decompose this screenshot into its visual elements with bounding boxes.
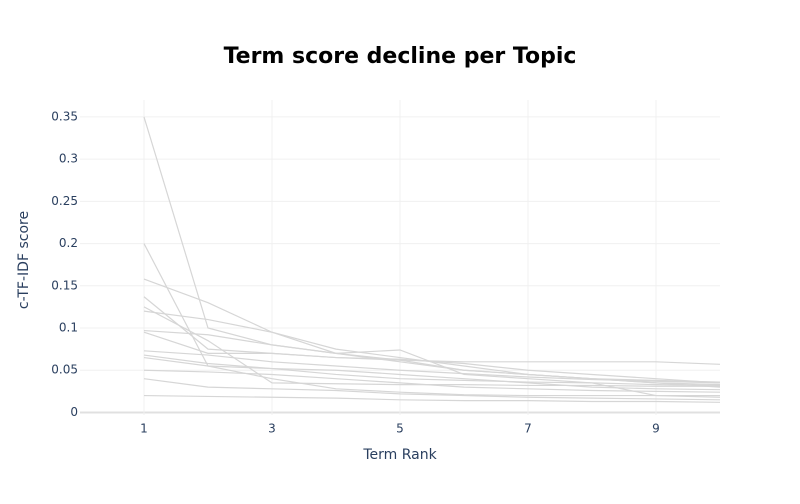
x-tick-label: 1: [140, 422, 148, 436]
y-tick-label: 0.2: [59, 236, 78, 250]
y-tick-label: 0.1: [59, 321, 78, 335]
y-tick-label: 0.15: [51, 278, 78, 292]
y-tick-label: 0.3: [59, 152, 78, 166]
topic-line: [143, 306, 720, 387]
x-tick-label: 5: [396, 422, 404, 436]
topic-line: [143, 354, 721, 387]
topic-line: [143, 296, 721, 365]
topic-line: [143, 310, 721, 398]
topic-line: [143, 116, 721, 386]
topic-line: [143, 350, 721, 384]
topic-line: [143, 331, 721, 384]
x-axis-label: Term Rank: [362, 447, 437, 463]
topic-line: [143, 329, 721, 383]
topic-line: [143, 378, 721, 401]
y-axis-label: c-TF-IDF score: [16, 211, 32, 309]
topic-line: [143, 394, 721, 403]
y-tick-label: 0.05: [51, 363, 78, 377]
topic-line: [143, 369, 721, 393]
topic-line: [143, 356, 720, 397]
x-tick-label: 3: [268, 422, 276, 436]
x-tick-label: 7: [524, 422, 532, 436]
y-tick-label: 0.25: [51, 194, 78, 208]
y-tick-label: 0: [70, 405, 78, 419]
y-tick-label: 0.35: [51, 109, 78, 123]
topic-line: [143, 243, 721, 391]
chart-title: Term score decline per Topic: [224, 44, 577, 69]
x-tick-label: 9: [652, 422, 660, 436]
